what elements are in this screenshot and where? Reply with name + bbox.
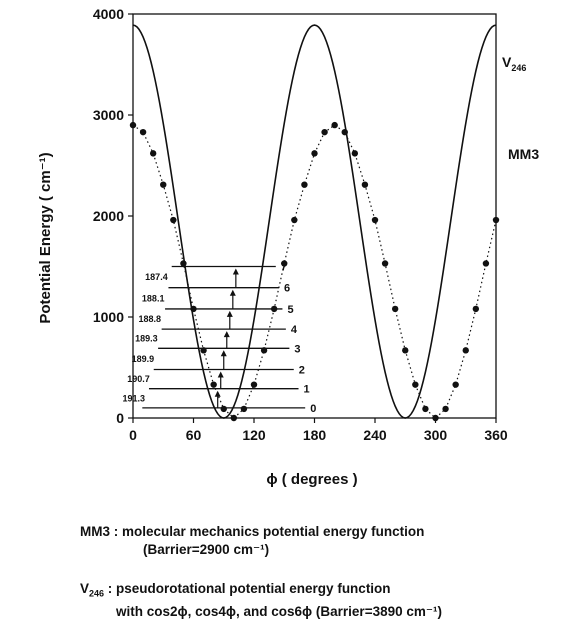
mm3-data-point [260,347,268,354]
mm3-data-point [281,260,288,267]
v246-caption-line1: V246 : pseudorotational potential energy… [80,580,442,603]
quantum-number-label: 4 [291,324,298,336]
mm3-data-point [190,305,197,313]
v246-label-subscript: 246 [511,63,526,73]
v246-caption: V246 : pseudorotational potential energy… [80,580,442,621]
mm3-data-point [371,216,379,224]
mm3-data-point [230,414,238,422]
y-axis-title: Potential Energy ( cm⁻¹) [37,152,54,323]
mm3-data-point [270,305,278,313]
x-axis-title: ϕ ( degrees ) [266,471,357,488]
x-tick-label: 60 [186,427,202,443]
mm3-dotted-line [132,124,497,419]
mm3-data-point [402,347,409,354]
mm3-data-point [462,347,469,354]
v246-caption-text: : pseudorotational potential energy func… [104,581,391,596]
mm3-data-point [291,216,298,224]
energy-levels: 01 2 3 4 5 6 7 191.3 190.7 189.9 189.3 188.8 188.1 18… [122,262,316,415]
transition-arrow-head [217,371,224,378]
quantum-number-label: 2 [299,365,305,377]
v246-label-main: V [502,54,512,70]
x-tick-label: 180 [303,427,327,443]
mm3-data-point [341,128,348,136]
x-tick-label: 240 [363,427,387,443]
mm3-data-point [240,405,248,413]
quantum-number-label: 1 [304,384,310,396]
v246-caption-subscript: 246 [89,588,105,599]
mm3-data-point [301,181,308,188]
mm3-data-point [321,128,328,136]
plot-frame [132,13,497,419]
x-tick-label: 300 [424,427,448,443]
mm3-data-point [351,150,359,157]
y-tick-label: 4000 [93,6,124,22]
mm3-data-point [492,216,500,224]
transition-arrow-head [229,289,236,296]
spacing-label: 189.9 [132,354,155,364]
transition-arrow-head [220,350,227,357]
mm3-data-point [331,121,338,129]
mm3-data-point [170,216,177,224]
mm3-data-point [412,381,419,388]
mm3-data-point [391,305,399,313]
mm3-data-point [129,121,137,129]
spacing-label: 188.1 [142,293,165,303]
mm3-data-point [311,150,318,157]
mm3-caption-line1: MM3 : molecular mechanics potential ener… [80,524,425,539]
mm3-data-point [432,414,439,422]
mm3-data-point [452,381,459,388]
mm3-caption: MM3 : molecular mechanics potential ener… [80,523,424,559]
mm3-data-point [442,405,449,413]
spacing-label: 191.3 [122,393,145,403]
mm3-data-point [200,347,207,354]
y-tick-label: 1000 [93,309,124,325]
mm3-series-label: MM3 [508,146,539,162]
spacing-label: 188.8 [139,314,162,324]
quantum-number-label: 7 [281,262,287,274]
mm3-data-point [381,260,389,267]
mm3-caption-line2: (Barrier=2900 cm⁻¹) [143,542,270,557]
mm3-data-point [160,181,167,188]
mm3-data-point [482,260,490,267]
mm3-data-point [422,405,429,413]
quantum-number-label: 3 [294,343,300,355]
quantum-number-label: 0 [310,403,316,415]
mm3-data-point [472,305,480,313]
v246-curve [132,24,497,419]
quantum-number-label: 6 [284,283,290,295]
spacing-label: 189.3 [135,334,158,344]
x-tick-label: 360 [484,427,508,443]
data-series [132,24,497,419]
mm3-markers [129,121,500,422]
chart-axes [128,13,497,423]
x-tick-label: 120 [242,427,266,443]
mm3-data-point [139,128,147,136]
mm3-data-point [149,150,157,157]
mm3-data-point [361,181,369,188]
spacing-label: 190.7 [127,374,150,384]
transition-arrow-head [232,268,239,275]
x-tick-label: 0 [129,427,137,443]
v246-caption-line2: with cos2ϕ, cos4ϕ, and cos6ϕ (Barrier=38… [116,603,442,619]
quantum-number-label: 5 [287,304,293,316]
v246-caption-v: V [80,581,90,596]
y-tick-label: 2000 [93,208,124,224]
spacing-label: 187.4 [145,272,168,282]
v246-series-label: V246 [502,54,526,73]
y-tick-label: 0 [116,410,124,426]
y-tick-label: 3000 [93,107,124,123]
transition-arrow-head [223,331,230,338]
transition-arrow-head [226,310,233,317]
mm3-data-point [210,381,217,388]
mm3-data-point [220,405,227,413]
mm3-data-point [250,381,258,388]
mm3-data-point [180,260,187,267]
